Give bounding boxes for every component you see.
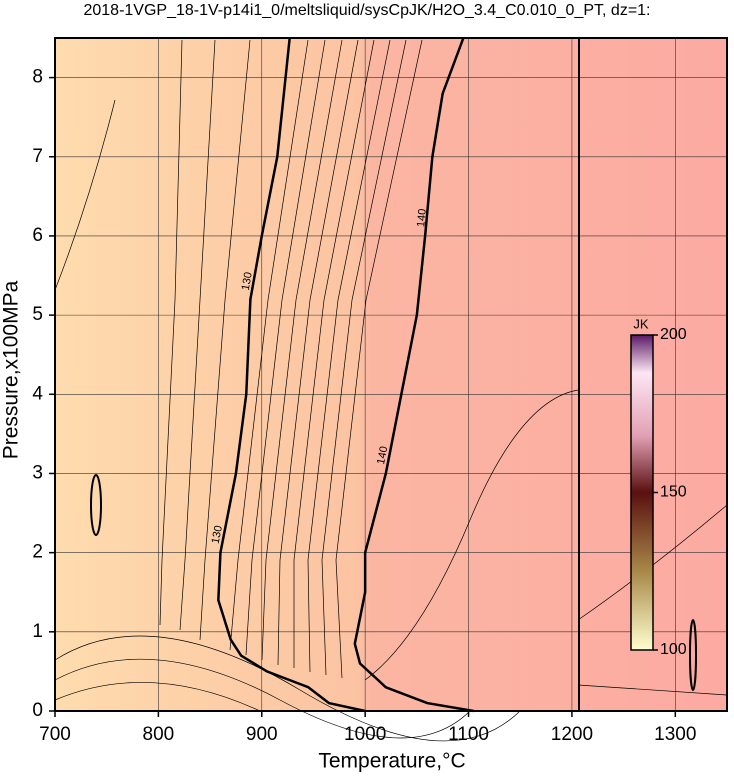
- thin-contour: [335, 39, 423, 679]
- thin-contour: [54, 99, 116, 291]
- thin-contour: [293, 39, 375, 668]
- contour-line: [217, 37, 366, 713]
- plot-frame: [54, 37, 728, 712]
- chart-title: 2018-1VGP_18-1V-p14i1_0/meltsliquid/sysC…: [83, 2, 650, 19]
- contour-label: 140: [375, 445, 390, 465]
- thin-contour: [159, 39, 183, 626]
- x-tick-label: 1300: [654, 724, 696, 745]
- y-axis-label: Pressure,x100MPa: [0, 280, 23, 459]
- x-tick-label: 900: [246, 724, 278, 745]
- thin-contour: [364, 389, 579, 681]
- colorbar-tick-label: 100: [660, 641, 687, 658]
- closed-contour: [90, 474, 102, 536]
- y-tick-label: 6: [32, 225, 43, 246]
- y-tick-label: 2: [32, 542, 43, 563]
- colorbar: [630, 334, 654, 651]
- x-tick-label: 800: [143, 724, 175, 745]
- thin-contours: [54, 38, 728, 742]
- y-tick-label: 0: [32, 700, 43, 721]
- x-tick-label: 1200: [551, 724, 593, 745]
- thin-contour: [179, 39, 216, 631]
- thin-contour: [307, 39, 391, 673]
- thin-contour: [229, 39, 309, 651]
- contour-label: 140: [415, 208, 429, 227]
- colorbar-tick-label: 200: [660, 326, 687, 343]
- thin-contour: [54, 682, 261, 712]
- contour-label: 130: [240, 271, 255, 291]
- grid: [54, 38, 727, 712]
- thin-contour: [261, 39, 343, 661]
- thin-contour: [577, 684, 728, 696]
- x-axis-label: Temperature,°C: [318, 750, 465, 773]
- colorbar-label: JK: [633, 316, 649, 331]
- x-tick-label: 1000: [344, 724, 386, 745]
- contour-line: [353, 37, 474, 713]
- x-tick-label: 700: [39, 724, 71, 745]
- thin-contour: [199, 39, 251, 641]
- closed-contour: [689, 619, 697, 691]
- thin-contour: [54, 658, 471, 739]
- y-tick-label: 4: [32, 383, 43, 404]
- thin-contour: [321, 39, 407, 676]
- x-tick-label: 1100: [448, 724, 489, 745]
- y-tick-label: 1: [32, 621, 43, 642]
- plot-area: [55, 38, 727, 711]
- thin-contour: [277, 39, 359, 666]
- thin-contour: [245, 39, 326, 656]
- y-tick-label: 3: [32, 462, 43, 483]
- contour-label: 130: [210, 524, 225, 544]
- y-tick-label: 8: [32, 67, 43, 88]
- y-tick-label: 5: [32, 304, 43, 325]
- thin-contour: [54, 635, 521, 742]
- y-tick-label: 7: [32, 146, 43, 167]
- colorbar-tick-label: 150: [660, 484, 687, 501]
